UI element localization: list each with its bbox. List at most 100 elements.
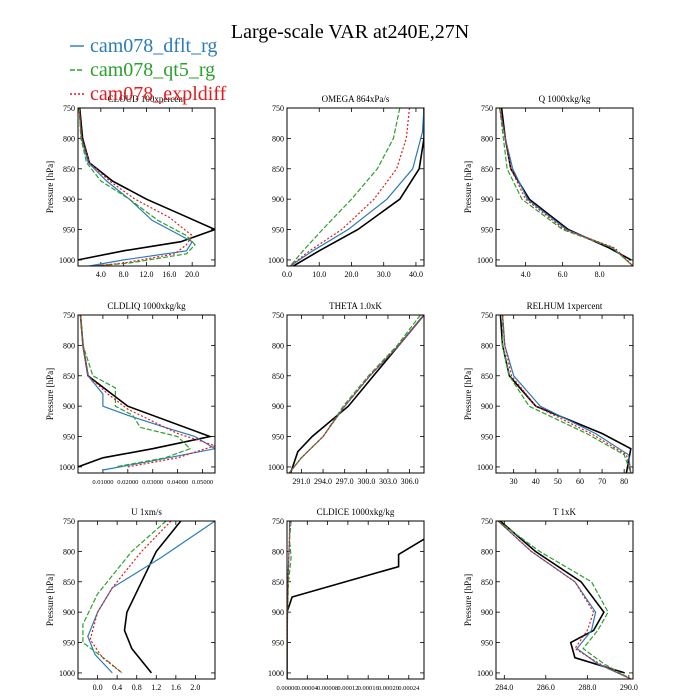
x-tick-label: 8.0 (119, 270, 129, 279)
y-tick-label: 950 (272, 226, 284, 235)
y-tick-label: 1000 (59, 256, 75, 265)
panels: CLOUD 100xpercent 750 800 850 900 950 1000 4.0 8… (45, 94, 638, 692)
x-tick-label: 0.0 (93, 683, 103, 692)
series-line-2 (497, 521, 632, 679)
series-line-3 (79, 315, 192, 468)
panel-title: THETA 1.0xK (329, 301, 382, 311)
x-tick-label: 4.0 (521, 270, 531, 279)
y-tick-label: 750 (63, 104, 75, 113)
panel-1: CLOUD 100xpercent 750 800 850 900 950 1000 4.0 8… (45, 94, 216, 279)
panel-title: OMEGA 864xPa/s (322, 94, 390, 104)
series-group (78, 315, 215, 471)
y-tick-label: 850 (63, 165, 75, 174)
panel-title: U 1xm/s (131, 507, 162, 517)
plot-frame (495, 520, 634, 680)
series-group (78, 108, 215, 266)
panel-7: U 1xm/s 750 800 850 900 950 1000 0.0 0.4 0.8 1.2 1.… (45, 507, 216, 692)
series-line-3 (499, 108, 633, 266)
series-line-1 (292, 108, 424, 266)
series-line-4 (288, 315, 424, 473)
series-line-3 (78, 108, 196, 266)
panel-5: THETA 1.0xK 750 800 850 900 950 1000 291.0 294.0… (268, 301, 425, 486)
series-line-1 (78, 315, 213, 468)
y-tick-label: 900 (63, 608, 75, 617)
plot-frame (286, 520, 425, 680)
panel-6: RELHUM 1xpercent 750 800 850 900 950 1000 30 40 5… (463, 301, 634, 486)
series-line-4 (502, 315, 632, 473)
x-tick-label: 40.0 (409, 270, 423, 279)
x-tick-label: 286.0 (537, 683, 555, 692)
x-tick-label: 2.0 (190, 683, 200, 692)
y-tick-label: 1000 (477, 669, 493, 678)
x-tick-label: 8.0 (595, 270, 605, 279)
y-tick-label: 750 (481, 311, 493, 320)
x-tick-label: 0.8 (132, 683, 142, 692)
series-line-1 (123, 521, 182, 674)
y-tick-label: 800 (272, 547, 284, 556)
series-group (82, 521, 215, 674)
y-tick-label: 950 (63, 639, 75, 648)
plot-frame (77, 520, 216, 680)
y-tick-label: 800 (63, 547, 75, 556)
legend-label: cam078_expldiff (90, 83, 227, 105)
y-tick-label: 900 (63, 402, 75, 411)
plot-frame (77, 314, 216, 474)
y-tick-label: 850 (63, 578, 75, 587)
y-tick-label: 800 (272, 341, 284, 350)
plot-frame (495, 107, 634, 267)
y-tick-label: 950 (272, 639, 284, 648)
series-line-3 (502, 315, 632, 473)
x-tick-label: 0.03000 (142, 479, 163, 486)
y-tick-label: 850 (481, 578, 493, 587)
panel-title: Q 1000xkg/kg (539, 94, 591, 104)
y-tick-label: 1000 (59, 463, 75, 472)
y-tick-label: 900 (272, 402, 284, 411)
x-tick-label: 0.00024 (398, 685, 420, 692)
panel-title: CLDICE 1000xkg/kg (317, 507, 395, 517)
y-tick-label: 900 (272, 195, 284, 204)
legend: cam078_dflt_rgcam078_qt5_rgcam078_expldi… (70, 35, 227, 105)
y-axis-label: Pressure [hPa] (45, 368, 55, 420)
x-tick-label: 294.0 (314, 477, 332, 486)
y-axis-label: Pressure [hPa] (45, 574, 55, 626)
y-tick-label: 850 (272, 165, 284, 174)
y-tick-label: 750 (481, 104, 493, 113)
x-tick-label: 0.02000 (117, 479, 138, 486)
series-line-4 (497, 521, 632, 679)
x-tick-label: 70 (598, 477, 606, 486)
panel-8: CLDICE 1000xkg/kg 750 800 850 900 950 1000 0.00… (268, 507, 425, 692)
series-line-4 (78, 108, 193, 266)
y-tick-label: 800 (63, 134, 75, 143)
series-line-3 (82, 521, 167, 674)
y-tick-label: 1000 (477, 256, 493, 265)
series-line-1 (78, 108, 215, 261)
x-tick-label: 0.01000 (92, 479, 113, 486)
y-tick-label: 1000 (268, 463, 284, 472)
x-tick-label: 291.0 (292, 477, 310, 486)
plot-frame (495, 314, 634, 474)
y-tick-label: 950 (481, 226, 493, 235)
series-line-4 (79, 315, 215, 468)
series-line-4 (499, 108, 633, 266)
x-tick-label: 288.0 (578, 683, 596, 692)
y-tick-label: 850 (272, 578, 284, 587)
x-tick-label: 20.0 (185, 270, 199, 279)
y-tick-label: 950 (63, 226, 75, 235)
panel-2: OMEGA 864xPa/s 750 800 850 900 950 1000 0.0 10.0… (268, 94, 425, 279)
legend-label: cam078_dflt_rg (90, 35, 217, 57)
series-line-2 (499, 108, 633, 266)
y-tick-label: 900 (481, 195, 493, 204)
x-tick-label: 30.0 (377, 270, 391, 279)
y-tick-label: 1000 (59, 669, 75, 678)
x-tick-label: 1.6 (171, 683, 181, 692)
x-tick-label: 6.0 (558, 270, 568, 279)
x-tick-label: 1.2 (151, 683, 161, 692)
plot-frame (286, 314, 425, 474)
y-axis-label: Pressure [hPa] (463, 368, 473, 420)
series-line-2 (79, 315, 215, 471)
x-tick-label: 16.0 (162, 270, 176, 279)
y-axis-label: Pressure [hPa] (463, 574, 473, 626)
x-tick-label: 60 (576, 477, 584, 486)
series-line-4 (289, 108, 411, 266)
x-tick-label: 50 (554, 477, 562, 486)
